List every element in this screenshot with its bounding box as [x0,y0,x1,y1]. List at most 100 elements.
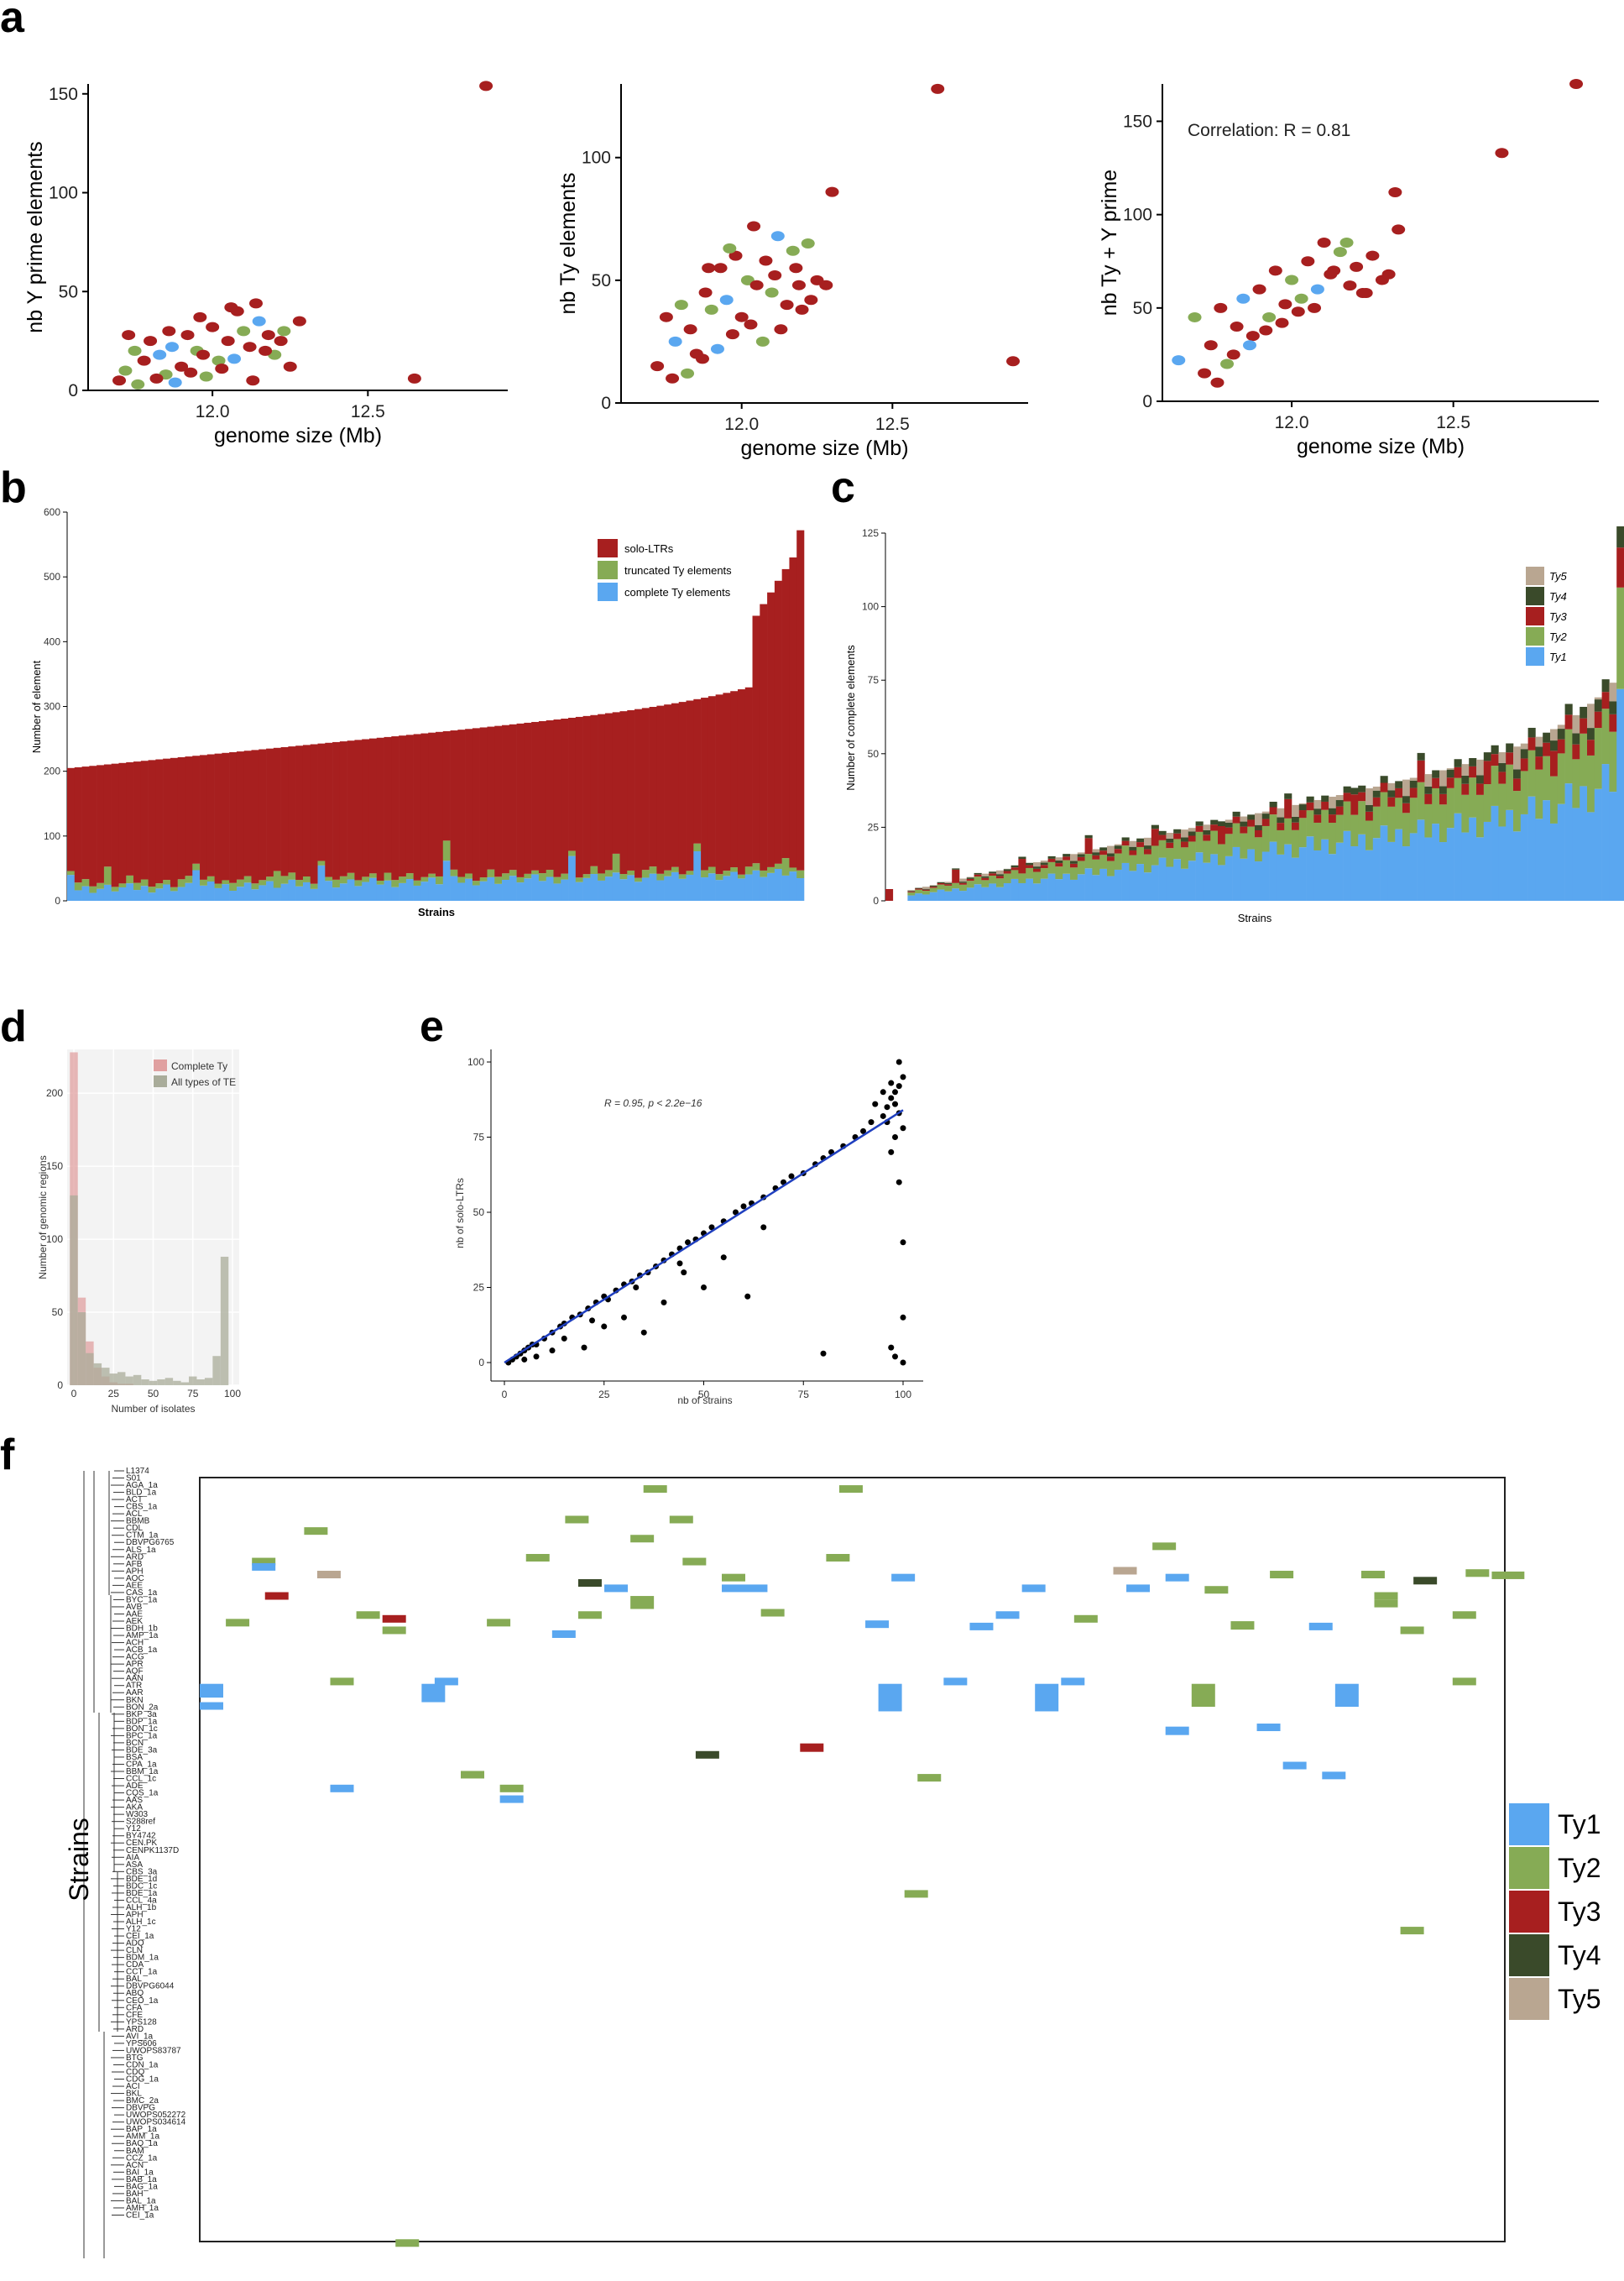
bar-solo [258,749,267,881]
bar-ty1 [1329,854,1337,901]
histogram-bar [102,1368,110,1385]
bar-ty4 [989,871,997,874]
bar-ty5 [1255,813,1263,825]
bar-ty4 [974,872,982,875]
strain-label: BMC_2a [126,2096,159,2106]
data-point [676,1260,683,1267]
data-point [1310,284,1324,295]
data-point [892,1134,898,1140]
bar-ty4 [1255,824,1263,830]
bar-truncated [347,872,355,880]
bar-ty4 [1527,727,1536,738]
data-point [1210,377,1225,388]
strain-label: BY4742 [126,1832,156,1841]
strain-label: UWOPS052272 [126,2111,186,2120]
bar-ty4 [1498,762,1507,772]
data-point [696,353,709,364]
bar-solo [487,726,495,870]
strain-label: CCL_4a [126,1896,157,1905]
data-point [759,255,773,266]
strain-label: AQF [126,1667,144,1677]
bar-complete [229,890,238,901]
ty-insertion-ty1 [200,1683,223,1698]
bar-ty2 [1144,854,1152,873]
histogram-bar [157,1379,165,1385]
histogram-bar [86,1352,94,1385]
bar-complete [568,855,577,901]
histogram-bar [77,1312,86,1385]
strain-label: BAI_1a [126,2168,154,2177]
bar-ty4 [1063,854,1071,857]
bar-ty2 [1417,782,1425,820]
y-tick-label: 100 [467,1056,484,1068]
bar-ty2 [1003,873,1011,884]
bar-ty2 [1372,806,1381,839]
ty-insertion-ty2 [461,1771,484,1779]
strain-label: CEI_1a [126,1932,154,1941]
bar-ty4 [1210,819,1219,825]
data-point [243,342,257,353]
bar-solo [420,733,429,877]
bar-complete [538,881,546,901]
strain-label: BAL_1a [126,2196,156,2205]
data-point [900,1239,906,1246]
bar-solo [524,722,532,874]
ty-insertion-ty2 [1191,1683,1215,1707]
strain-label: S01 [126,1474,141,1483]
strain-label: CCL_1c [126,1775,156,1784]
bar-solo [74,766,82,883]
bar-ty3 [1151,829,1159,846]
strain-label: AVI_1a [126,2032,153,2041]
bar-ty2 [1395,798,1403,829]
bar-solo [140,761,149,880]
bar-solo [752,615,760,864]
data-point [723,243,737,254]
bar-truncated [649,866,657,874]
data-point [162,326,176,337]
bar-ty4 [1395,781,1403,788]
bar-ty1 [1077,874,1085,901]
bar-ty2 [1084,854,1093,869]
bar-ty4 [1047,855,1056,859]
data-point [892,1353,898,1360]
bar-ty3 [1616,547,1624,588]
ty-insertion-ty2 [722,1573,745,1582]
bar-complete [163,884,171,901]
bar-ty1 [1063,873,1071,901]
bar-solo [546,720,554,871]
x-tick-label: 100 [224,1388,241,1399]
bar-ty3 [1047,858,1056,862]
bar-ty1 [1261,851,1270,901]
strain-label: BAM [126,2147,144,2156]
bar-ty1 [907,895,916,901]
legend-swatch [1526,567,1544,585]
bar-ty3 [1343,793,1351,802]
x-axis-label: Number of isolates [111,1403,195,1415]
y-tick-label: 0 [601,394,611,413]
grid-frame [199,1477,1506,2242]
x-tick-label: 25 [598,1389,610,1400]
bar-truncated [656,873,665,881]
data-point [774,324,788,335]
bar-ty4 [1188,831,1196,836]
bar-ty2 [1358,801,1366,834]
bar-ty2 [1491,766,1499,806]
bar-ty2 [1026,867,1034,879]
data-point [292,316,306,327]
bar-complete [428,877,436,901]
ty-insertion-ty1 [1165,1573,1189,1582]
bar-ty2 [1166,848,1174,867]
bar-ty3 [1188,835,1196,842]
data-point [1259,325,1273,336]
strain-label: APH [126,1567,144,1576]
data-point [122,330,136,341]
bar-ty5 [1188,828,1196,832]
bar-ty2 [1469,777,1477,818]
x-tick-label: 50 [698,1389,710,1400]
bar-ty4 [1261,814,1270,819]
bar-complete [590,874,598,901]
bar-truncated [634,877,643,882]
bar-ty1 [929,892,937,901]
bar-truncated [192,863,201,871]
bar-ty3 [1173,833,1182,840]
